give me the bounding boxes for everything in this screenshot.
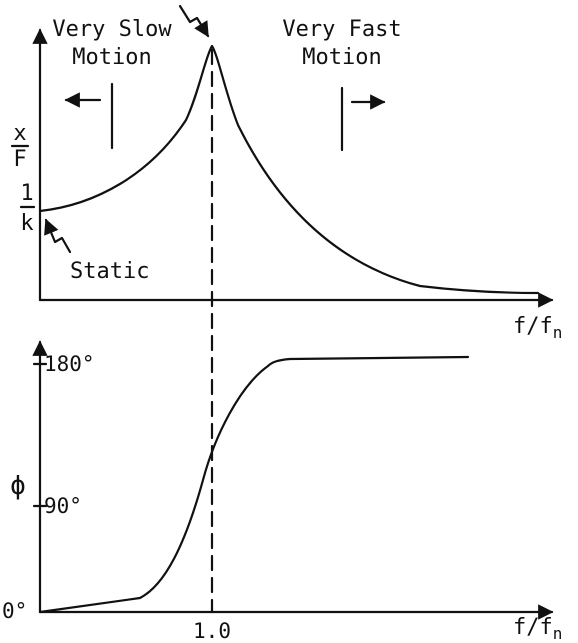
static-level-label: 1 k	[19, 181, 36, 236]
static-pointer	[44, 218, 72, 254]
phase-plot: ϕ 180° 90° 0° 1.0 f/fn	[2, 340, 562, 643]
static-label: Static	[70, 259, 149, 284]
tick-0-label: 0°	[2, 599, 27, 623]
resonance-pointer	[178, 4, 210, 38]
phase-curve	[38, 355, 470, 614]
tick-180-label: 180°	[44, 352, 95, 376]
bottom-x-axis-label: f/fn	[513, 615, 562, 643]
very-slow-region: Very Slow Motion	[52, 17, 172, 150]
static-numerator: 1	[20, 181, 33, 206]
very-fast-region: Very Fast Motion	[282, 17, 402, 152]
static-denominator: k	[20, 211, 33, 236]
amplitude-denominator: F	[13, 147, 26, 172]
x-tick-1-label: 1.0	[193, 619, 231, 643]
very-fast-line2: Motion	[302, 45, 381, 70]
tick-90-label: 90°	[44, 494, 82, 518]
very-slow-line2: Motion	[72, 45, 151, 70]
phase-axis-label: ϕ	[10, 471, 26, 501]
amplitude-numerator: x	[13, 121, 26, 146]
top-x-axis-label: f/fn	[513, 314, 562, 342]
amplitude-ratio-label: x F	[10, 121, 30, 172]
very-fast-line1: Very Fast	[282, 17, 401, 42]
amplitude-curve	[38, 44, 540, 295]
very-slow-line1: Very Slow	[52, 17, 172, 42]
amplitude-plot: x F 1 k Very Slow Motion Very Fast Motio…	[10, 4, 562, 342]
